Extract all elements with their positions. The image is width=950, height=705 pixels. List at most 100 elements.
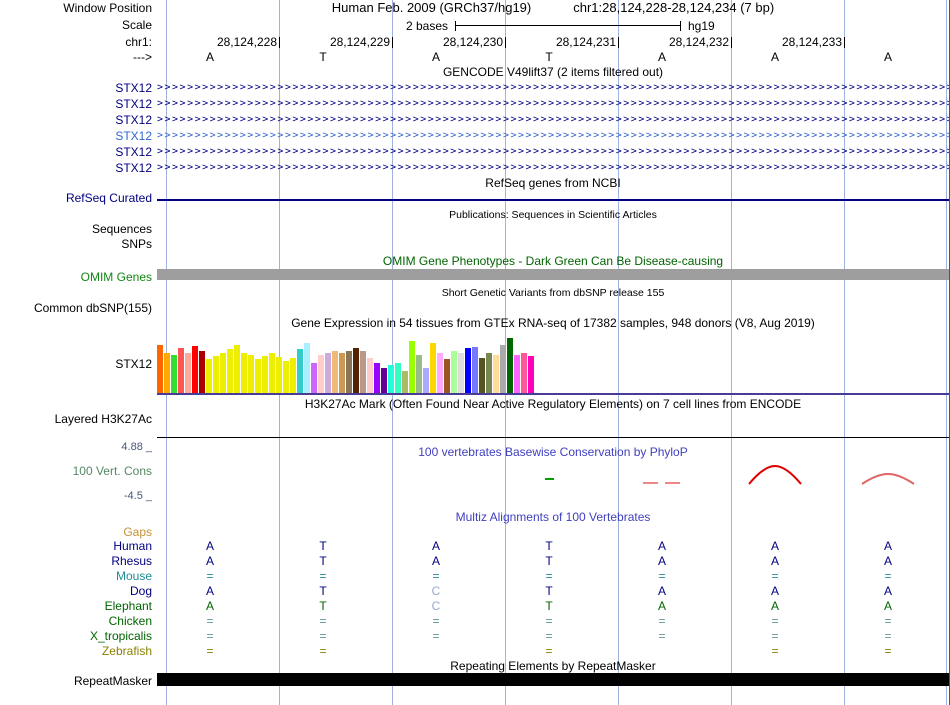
multiz-base: A bbox=[770, 539, 779, 553]
gtex-tissue-bar[interactable] bbox=[472, 347, 478, 393]
gtex-tissue-bar[interactable] bbox=[171, 355, 177, 393]
gtex-tissue-bar[interactable] bbox=[318, 355, 324, 393]
gtex-tissue-bar[interactable] bbox=[185, 353, 191, 393]
h3k27ac-header: H3K27Ac Mark (Often Found Near Active Re… bbox=[304, 397, 802, 411]
gtex-bar-chart[interactable] bbox=[157, 337, 537, 393]
gtex-tissue-bar[interactable] bbox=[332, 351, 338, 393]
gtex-tissue-bar[interactable] bbox=[220, 353, 226, 393]
gtex-tissue-bar[interactable] bbox=[227, 349, 233, 393]
gencode-transcript-label[interactable]: STX12 bbox=[115, 129, 152, 143]
gtex-tissue-bar[interactable] bbox=[507, 338, 513, 393]
h3k27ac-label[interactable]: Layered H3K27Ac bbox=[54, 412, 152, 426]
gtex-tissue-bar[interactable] bbox=[255, 359, 261, 393]
gtex-tissue-bar[interactable] bbox=[402, 371, 408, 393]
multiz-base: = bbox=[319, 644, 327, 658]
gtex-tissue-bar[interactable] bbox=[213, 356, 219, 393]
gtex-tissue-bar[interactable] bbox=[157, 345, 163, 393]
gencode-transcript-arrows[interactable]: >>>>>>>>>>>>>>>>>>>>>>>>>>>>>>>>>>>>>>>>… bbox=[157, 130, 949, 141]
gtex-tissue-bar[interactable] bbox=[493, 355, 499, 393]
omim-genes-label[interactable]: OMIM Genes bbox=[80, 270, 152, 284]
gencode-transcript-arrows[interactable]: >>>>>>>>>>>>>>>>>>>>>>>>>>>>>>>>>>>>>>>>… bbox=[157, 162, 949, 173]
repeatmasker-label[interactable]: RepeatMasker bbox=[73, 674, 152, 688]
gtex-gene-label[interactable]: STX12 bbox=[115, 357, 152, 371]
multiz-species-label[interactable]: X_tropicalis bbox=[89, 629, 152, 643]
base-letter: A bbox=[883, 50, 892, 64]
dbsnp-label[interactable]: Common dbSNP(155) bbox=[33, 301, 152, 315]
gtex-tissue-bar[interactable] bbox=[437, 353, 443, 393]
gtex-tissue-bar[interactable] bbox=[451, 351, 457, 393]
multiz-species-label[interactable]: Dog bbox=[129, 584, 152, 598]
multiz-species-label[interactable]: Rhesus bbox=[111, 554, 152, 568]
multiz-species-label[interactable]: Zebrafish bbox=[101, 644, 152, 658]
gencode-transcript-arrows[interactable]: >>>>>>>>>>>>>>>>>>>>>>>>>>>>>>>>>>>>>>>>… bbox=[157, 98, 949, 109]
gencode-transcript-arrows[interactable]: >>>>>>>>>>>>>>>>>>>>>>>>>>>>>>>>>>>>>>>>… bbox=[157, 114, 949, 125]
gtex-tissue-bar[interactable] bbox=[339, 353, 345, 393]
gtex-tissue-bar[interactable] bbox=[199, 351, 205, 393]
gtex-tissue-bar[interactable] bbox=[395, 363, 401, 393]
sequences-label[interactable]: Sequences bbox=[91, 222, 152, 236]
coordinate-label: 28,124,232 bbox=[668, 35, 729, 49]
gtex-tissue-bar[interactable] bbox=[465, 348, 471, 393]
refseq-curated-label[interactable]: RefSeq Curated bbox=[65, 191, 152, 205]
strand-label: ---> bbox=[133, 50, 152, 64]
gtex-tissue-bar[interactable] bbox=[206, 359, 212, 393]
gtex-tissue-bar[interactable] bbox=[521, 353, 527, 393]
gtex-tissue-bar[interactable] bbox=[458, 353, 464, 393]
multiz-base: A bbox=[205, 599, 214, 613]
gtex-tissue-bar[interactable] bbox=[325, 353, 331, 393]
gtex-tissue-bar[interactable] bbox=[430, 343, 436, 393]
phylop-mark bbox=[861, 472, 915, 485]
gtex-tissue-bar[interactable] bbox=[500, 345, 506, 393]
gtex-tissue-bar[interactable] bbox=[164, 353, 170, 393]
gtex-tissue-bar[interactable] bbox=[283, 361, 289, 393]
gtex-tissue-bar[interactable] bbox=[388, 365, 394, 393]
gtex-tissue-bar[interactable] bbox=[311, 363, 317, 393]
gtex-tissue-bar[interactable] bbox=[304, 343, 310, 393]
gtex-tissue-bar[interactable] bbox=[234, 345, 240, 393]
gtex-tissue-bar[interactable] bbox=[192, 346, 198, 393]
gtex-tissue-bar[interactable] bbox=[416, 355, 422, 393]
gtex-tissue-bar[interactable] bbox=[290, 358, 296, 393]
gtex-tissue-bar[interactable] bbox=[479, 358, 485, 393]
multiz-base: = bbox=[319, 569, 327, 583]
gtex-tissue-bar[interactable] bbox=[360, 351, 366, 393]
gtex-tissue-bar[interactable] bbox=[486, 353, 492, 393]
gencode-transcript-label[interactable]: STX12 bbox=[115, 81, 152, 95]
gencode-transcript-arrows[interactable]: >>>>>>>>>>>>>>>>>>>>>>>>>>>>>>>>>>>>>>>>… bbox=[157, 146, 949, 157]
gtex-tissue-bar[interactable] bbox=[248, 355, 254, 393]
multiz-base: = bbox=[319, 629, 327, 643]
gencode-transcript-label[interactable]: STX12 bbox=[115, 113, 152, 127]
gtex-tissue-bar[interactable] bbox=[528, 356, 534, 393]
gtex-tissue-bar[interactable] bbox=[367, 358, 373, 393]
gencode-transcript-label[interactable]: STX12 bbox=[115, 161, 152, 175]
gtex-tissue-bar[interactable] bbox=[423, 368, 429, 393]
gtex-tissue-bar[interactable] bbox=[269, 353, 275, 393]
gaps-label[interactable]: Gaps bbox=[123, 525, 152, 539]
multiz-species-label[interactable]: Chicken bbox=[108, 614, 152, 628]
snps-label[interactable]: SNPs bbox=[121, 237, 152, 251]
gtex-tissue-bar[interactable] bbox=[178, 348, 184, 393]
base-gridline bbox=[731, 0, 732, 705]
gtex-tissue-bar[interactable] bbox=[381, 368, 387, 393]
repeatmasker-bar[interactable] bbox=[157, 673, 949, 686]
multiz-species-label[interactable]: Elephant bbox=[104, 599, 152, 613]
multiz-species-label[interactable]: Human bbox=[113, 539, 152, 553]
gtex-tissue-bar[interactable] bbox=[241, 353, 247, 393]
multiz-base: C bbox=[431, 584, 441, 598]
gtex-tissue-bar[interactable] bbox=[353, 348, 359, 393]
multiz-species-label[interactable]: Mouse bbox=[115, 569, 152, 583]
gtex-tissue-bar[interactable] bbox=[409, 341, 415, 393]
gencode-transcript-label[interactable]: STX12 bbox=[115, 97, 152, 111]
gtex-tissue-bar[interactable] bbox=[346, 351, 352, 393]
refseq-curated-item[interactable] bbox=[157, 199, 949, 201]
gtex-tissue-bar[interactable] bbox=[374, 363, 380, 393]
gencode-transcript-label[interactable]: STX12 bbox=[115, 145, 152, 159]
gtex-tissue-bar[interactable] bbox=[444, 359, 450, 393]
omim-genes-bar[interactable] bbox=[157, 269, 949, 280]
gtex-tissue-bar[interactable] bbox=[297, 349, 303, 393]
gtex-tissue-bar[interactable] bbox=[514, 355, 520, 393]
gencode-transcript-arrows[interactable]: >>>>>>>>>>>>>>>>>>>>>>>>>>>>>>>>>>>>>>>>… bbox=[157, 82, 949, 93]
gtex-tissue-bar[interactable] bbox=[276, 357, 282, 393]
gtex-tissue-bar[interactable] bbox=[262, 356, 268, 393]
phylop-track-label[interactable]: 100 Vert. Cons bbox=[72, 464, 152, 478]
